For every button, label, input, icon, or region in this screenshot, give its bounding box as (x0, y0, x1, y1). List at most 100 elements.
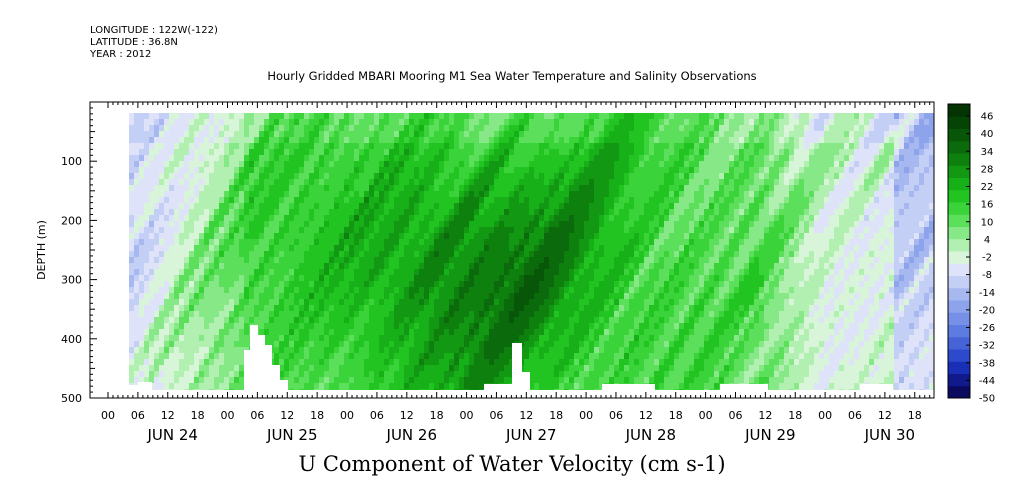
heatmap-cell (489, 155, 495, 162)
heatmap-cell (424, 269, 430, 276)
heatmap-cell (499, 371, 505, 378)
heatmap-cell (264, 173, 270, 180)
heatmap-cell (564, 275, 570, 282)
heatmap-cell (369, 293, 375, 300)
heatmap-cell (414, 293, 420, 300)
heatmap-cell (504, 137, 510, 144)
heatmap-cell (514, 149, 520, 156)
heatmap-cell (129, 137, 135, 144)
heatmap-cell (459, 377, 465, 384)
heatmap-cell (164, 233, 170, 240)
heatmap-cell (249, 257, 255, 264)
heatmap-cell (399, 329, 405, 336)
heatmap-cell (349, 179, 355, 186)
heatmap-cell (129, 131, 135, 138)
heatmap-cell (624, 125, 630, 132)
heatmap-cell (379, 377, 385, 384)
heatmap-cell (634, 365, 640, 372)
heatmap-cell (564, 167, 570, 174)
heatmap-cell (179, 305, 185, 312)
heatmap-cell (184, 287, 190, 294)
heatmap-cell (599, 131, 605, 138)
latitude-label: LATITUDE : 36.8N (90, 37, 178, 48)
heatmap-cell (459, 341, 465, 348)
heatmap-cell (289, 155, 295, 162)
heatmap-cell (249, 137, 255, 144)
heatmap-cell (634, 371, 640, 378)
heatmap-cell (339, 155, 345, 162)
heatmap-cell (199, 185, 205, 192)
heatmap-cell (579, 311, 585, 318)
heatmap-cell (259, 173, 265, 180)
heatmap-cell (459, 353, 465, 360)
heatmap-cell (574, 113, 580, 120)
heatmap-cell (639, 113, 645, 120)
heatmap-cell (284, 341, 290, 348)
heatmap-cell (549, 161, 555, 168)
heatmap-cell (534, 389, 540, 390)
heatmap-cell (564, 191, 570, 198)
heatmap-cell (279, 365, 285, 372)
heatmap-cell (299, 257, 305, 264)
heatmap-cell (234, 113, 240, 120)
heatmap-cell (499, 143, 505, 150)
heatmap-cell (364, 149, 370, 156)
heatmap-cell (449, 383, 455, 390)
heatmap-cell (289, 311, 295, 318)
heatmap-cell (624, 377, 630, 384)
heatmap-cell (599, 281, 605, 288)
heatmap-cell (359, 299, 365, 306)
heatmap-cell (179, 275, 185, 282)
heatmap-cell (344, 185, 350, 192)
heatmap-cell (624, 119, 630, 126)
heatmap-cell (429, 389, 435, 390)
heatmap-cell (439, 203, 445, 210)
heatmap-cell (394, 185, 400, 192)
heatmap-cell (439, 347, 445, 354)
heatmap-cell (449, 239, 455, 246)
heatmap-cell (364, 311, 370, 318)
heatmap-cell (149, 245, 155, 252)
heatmap-cell (144, 227, 150, 234)
heatmap-cell (279, 317, 285, 324)
heatmap-cell (244, 341, 250, 348)
heatmap-cell (254, 185, 260, 192)
heatmap-cell (189, 317, 195, 324)
heatmap-cell (169, 131, 175, 138)
heatmap-cell (589, 287, 595, 294)
heatmap-cell (594, 359, 600, 366)
heatmap-cell (594, 197, 600, 204)
heatmap-cell (364, 197, 370, 204)
heatmap-cell (379, 119, 385, 126)
heatmap-cell (354, 341, 360, 348)
heatmap-cell (154, 155, 160, 162)
heatmap-cell (229, 293, 235, 300)
heatmap-cell (299, 167, 305, 174)
heatmap-cell (149, 113, 155, 120)
heatmap-cell (424, 227, 430, 234)
heatmap-cell (569, 383, 575, 390)
heatmap-cell (484, 143, 490, 150)
heatmap-cell (174, 137, 180, 144)
heatmap-cell (364, 209, 370, 216)
heatmap-cell (194, 161, 200, 168)
heatmap-cell (254, 275, 260, 282)
heatmap-cell (614, 161, 620, 168)
heatmap-cell (519, 179, 525, 186)
heatmap-cell (654, 305, 660, 312)
heatmap-cell (569, 257, 575, 264)
heatmap-cell (314, 389, 320, 390)
heatmap-cell (144, 155, 150, 162)
heatmap-cell (339, 143, 345, 150)
heatmap-cell (499, 209, 505, 216)
heatmap-cell (344, 383, 350, 390)
heatmap-cell (284, 365, 290, 372)
heatmap-cell (599, 239, 605, 246)
heatmap-cell (184, 365, 190, 372)
heatmap-cell (394, 149, 400, 156)
heatmap-cell (339, 299, 345, 306)
heatmap-cell (194, 299, 200, 306)
heatmap-cell (539, 293, 545, 300)
heatmap-cell (214, 167, 220, 174)
heatmap-cell (184, 143, 190, 150)
